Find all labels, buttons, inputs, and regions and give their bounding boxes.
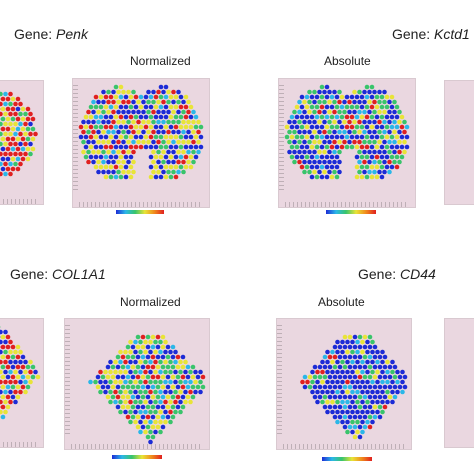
axis-ticks bbox=[79, 202, 203, 207]
colorbar bbox=[322, 457, 372, 461]
axis-ticks bbox=[71, 444, 203, 449]
tissue-spots bbox=[0, 91, 38, 177]
axis-ticks bbox=[73, 85, 78, 193]
tissue-spots bbox=[88, 334, 206, 445]
gene-title-cd44: Gene: CD44 bbox=[358, 266, 436, 282]
tissue-panel-partial-col1a1 bbox=[0, 318, 44, 448]
axis-ticks bbox=[0, 442, 37, 447]
axis-ticks bbox=[65, 325, 70, 435]
gene-prefix: Gene: bbox=[358, 266, 401, 282]
gene-name: CD44 bbox=[400, 266, 436, 282]
colorbar bbox=[326, 210, 376, 214]
tissue-spots bbox=[0, 325, 41, 420]
tissue-spots bbox=[78, 84, 204, 180]
panel-label-normalized-top: Normalized bbox=[130, 54, 191, 68]
axis-ticks bbox=[285, 202, 409, 207]
panel-label-absolute-bottom: Absolute bbox=[318, 295, 365, 309]
gene-name: Kctd1 bbox=[434, 26, 470, 42]
tissue-panel-partial-kctd1 bbox=[444, 80, 474, 205]
tissue-panel-penk-normalized bbox=[72, 78, 210, 208]
panel-label-absolute-top: Absolute bbox=[324, 54, 371, 68]
tissue-panel-cd44-absolute bbox=[276, 318, 412, 450]
tissue-spots bbox=[284, 84, 410, 180]
axis-ticks bbox=[277, 325, 282, 435]
spot-map bbox=[0, 91, 38, 177]
colorbar-ticks bbox=[326, 214, 376, 220]
colorbar-ticks bbox=[112, 459, 162, 465]
gene-name: COL1A1 bbox=[52, 266, 106, 282]
spot-map bbox=[88, 334, 206, 445]
colorbar bbox=[112, 455, 162, 459]
axis-ticks bbox=[283, 444, 405, 449]
gene-title-kctd1: Gene: Kctd1 bbox=[392, 26, 470, 42]
gene-name: Penk bbox=[56, 26, 88, 42]
tissue-panel-partial-penk bbox=[0, 80, 44, 205]
spot-map bbox=[284, 84, 410, 180]
gene-prefix: Gene: bbox=[392, 26, 435, 42]
tissue-panel-partial-cd44 bbox=[444, 318, 474, 448]
spot-map bbox=[78, 84, 204, 180]
tissue-panel-kctd1-absolute bbox=[278, 78, 416, 208]
panel-label-normalized-bottom: Normalized bbox=[120, 295, 181, 309]
gene-prefix: Gene: bbox=[14, 26, 57, 42]
axis-ticks bbox=[279, 85, 284, 193]
colorbar bbox=[116, 210, 164, 214]
colorbar-ticks bbox=[322, 461, 372, 467]
gene-title-col1a1: Gene: COL1A1 bbox=[10, 266, 106, 282]
axis-ticks bbox=[0, 199, 37, 204]
gene-title-penk: Gene: Penk bbox=[14, 26, 88, 42]
gene-prefix: Gene: bbox=[10, 266, 53, 282]
tissue-panel-col1a1-normalized bbox=[64, 318, 210, 450]
spot-map bbox=[300, 334, 408, 440]
colorbar-ticks bbox=[116, 214, 164, 220]
spot-map bbox=[0, 325, 41, 420]
tissue-spots bbox=[300, 334, 408, 440]
